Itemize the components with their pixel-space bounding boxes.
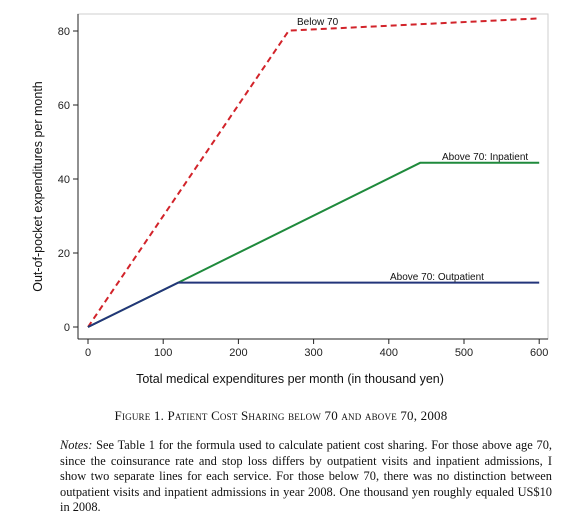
line-chart-svg: 0 100 200 300 400 500 600 0 20 40 60 80 Below 70 Abo… [31,13,549,386]
x-axis-title: Total medical expenditures per month (in… [136,372,444,386]
series-label-1: Above 70: Inpatient [442,152,528,163]
x-tick-label-500: 500 [455,347,473,359]
x-tick-label-200: 200 [229,347,247,359]
chart: 0 100 200 300 400 500 600 0 20 40 60 80 Below 70 Abo… [31,13,549,386]
series-label-2: Above 70: Outpatient [390,272,484,283]
y-tick-label-80: 80 [58,26,70,38]
plot-border [77,13,549,340]
notes-label: Notes: [60,438,93,452]
series-label-0: Below 70 [297,17,339,28]
x-tick-label-600: 600 [530,347,548,359]
figure-title: Figure 1. Patient Cost Sharing below 70 … [0,408,562,424]
x-tick-label-400: 400 [380,347,398,359]
series-line-0 [87,17,540,328]
x-tick-label-0: 0 [85,347,91,359]
figure-title-text: Figure 1. Patient Cost Sharing below 70 … [114,408,448,423]
series-line-1 [87,161,540,328]
y-tick-label-20: 20 [58,248,70,260]
series-line-2 [87,281,540,328]
notes-text: See Table 1 for the formula used to calc… [60,438,552,514]
figure-notes: Notes: See Table 1 for the formula used … [60,438,552,516]
y-tick-label-40: 40 [58,174,70,186]
x-tick-label-300: 300 [304,347,322,359]
y-axis-title: Out-of-pocket expenditures per month [31,81,45,292]
x-tick-label-100: 100 [154,347,172,359]
y-tick-label-0: 0 [64,322,70,334]
y-tick-label-60: 60 [58,100,70,112]
